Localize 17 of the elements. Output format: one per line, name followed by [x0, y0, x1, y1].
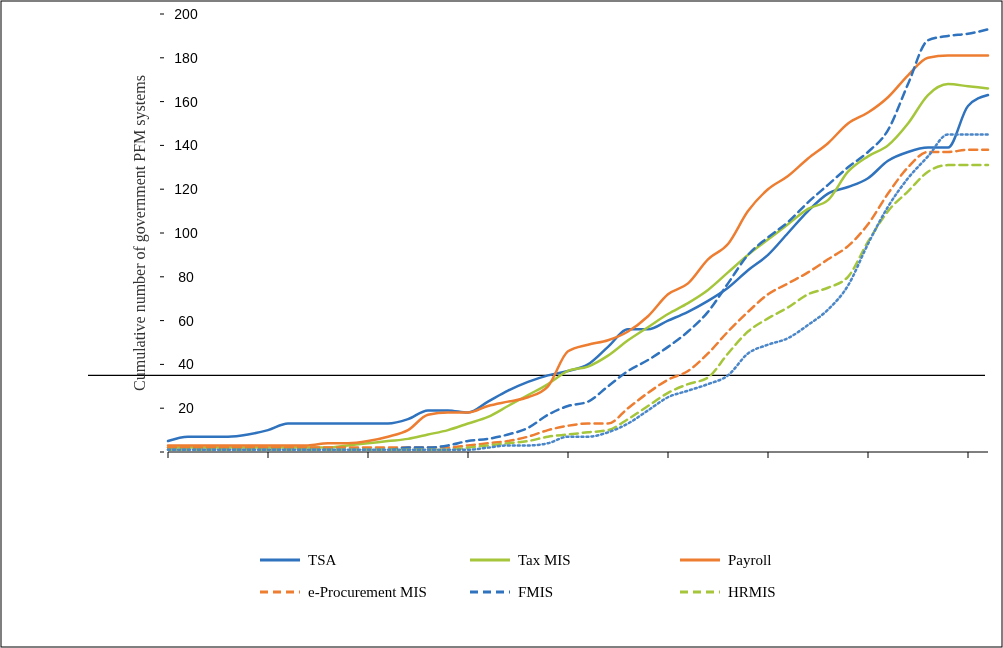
legend-label: HRMIS [728, 584, 776, 601]
legend-label: TSA [308, 552, 337, 569]
y-tick-label: 80 [178, 268, 194, 285]
y-tick-label: 20 [178, 400, 194, 417]
legend-label: Tax MIS [518, 552, 571, 569]
y-tick-label: 180 [174, 49, 198, 66]
legend-label: e-Procurement MIS [308, 584, 427, 601]
y-tick-label: 100 [174, 224, 198, 241]
y-tick-label: 120 [174, 181, 198, 198]
y-tick-label: 40 [178, 356, 194, 373]
y-axis-title: Cumulative number of government PFM systems [131, 75, 149, 391]
y-tick-label: 200 [174, 5, 198, 22]
y-tick-label: 140 [174, 137, 198, 154]
y-tick-label: 60 [178, 312, 194, 329]
legend-label: FMIS [518, 584, 554, 601]
legend-label: Payroll [728, 552, 772, 569]
y-tick-label: 160 [174, 93, 198, 110]
